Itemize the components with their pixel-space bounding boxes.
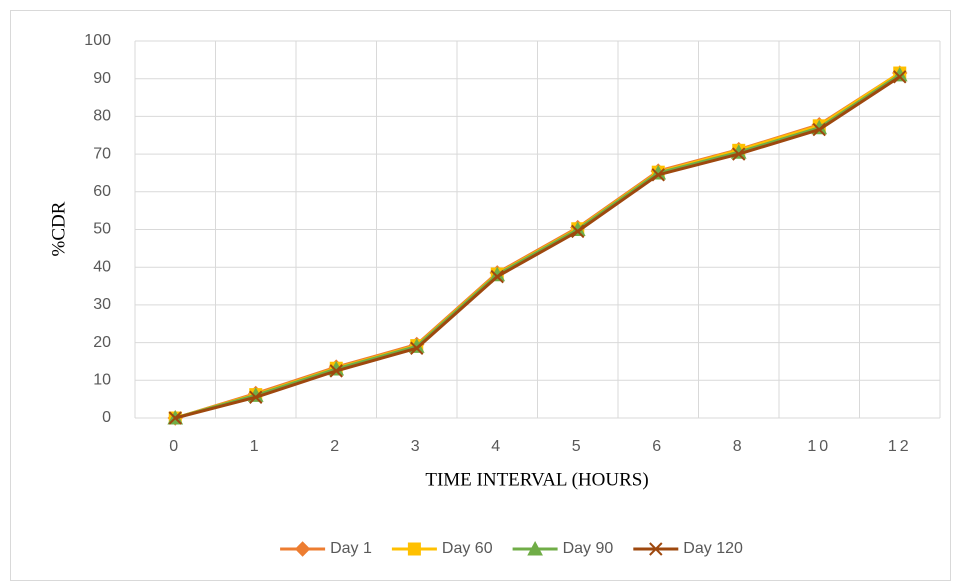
series-line (174, 73, 901, 420)
data-point (249, 390, 263, 404)
y-tick-label: 10 (93, 372, 111, 389)
y-tick-label: 90 (93, 70, 111, 87)
data-point (651, 168, 665, 182)
y-tick-label: 80 (93, 108, 111, 125)
y-axis-title: %CDR (48, 201, 69, 256)
x-tick-label: 5 (572, 438, 584, 455)
data-point (571, 224, 585, 239)
y-tick-label: 60 (93, 183, 111, 200)
data-point (732, 147, 746, 161)
legend-label: Day 120 (683, 540, 743, 557)
data-point (410, 341, 424, 355)
y-tick-label: 20 (93, 334, 111, 351)
chart-border (10, 10, 951, 581)
y-tick-label: 0 (102, 409, 111, 426)
legend-label: Day 90 (563, 540, 614, 557)
legend-marker (649, 542, 663, 556)
y-tick-label: 30 (93, 296, 111, 313)
x-tick-label: 3 (411, 438, 423, 455)
data-point (490, 269, 504, 284)
y-tick-label: 70 (93, 145, 111, 162)
data-point (893, 70, 907, 84)
x-tick-label: 8 (733, 438, 745, 455)
series-line (174, 75, 901, 420)
data-point (329, 364, 343, 378)
x-tick-label: 4 (491, 438, 503, 455)
x-axis-title: TIME INTERVAL (HOURS) (425, 469, 648, 490)
x-tick-label: 1 (250, 438, 262, 455)
data-point (168, 411, 182, 425)
x-tick-label: 6 (652, 438, 664, 455)
legend-marker (294, 541, 311, 557)
x-tick-label: 0 (169, 438, 181, 455)
legend-label: Day 1 (330, 540, 372, 557)
y-tick-label: 50 (93, 221, 111, 238)
y-tick-label: 40 (93, 258, 111, 275)
x-tick-label: 2 (330, 438, 342, 455)
data-point (812, 122, 826, 137)
legend-label: Day 60 (442, 540, 493, 557)
legend-marker (407, 542, 421, 556)
y-tick-label: 100 (84, 32, 111, 49)
legend-marker (527, 540, 543, 556)
x-tick-label: 10 (807, 438, 831, 455)
x-tick-label: 12 (888, 438, 912, 455)
